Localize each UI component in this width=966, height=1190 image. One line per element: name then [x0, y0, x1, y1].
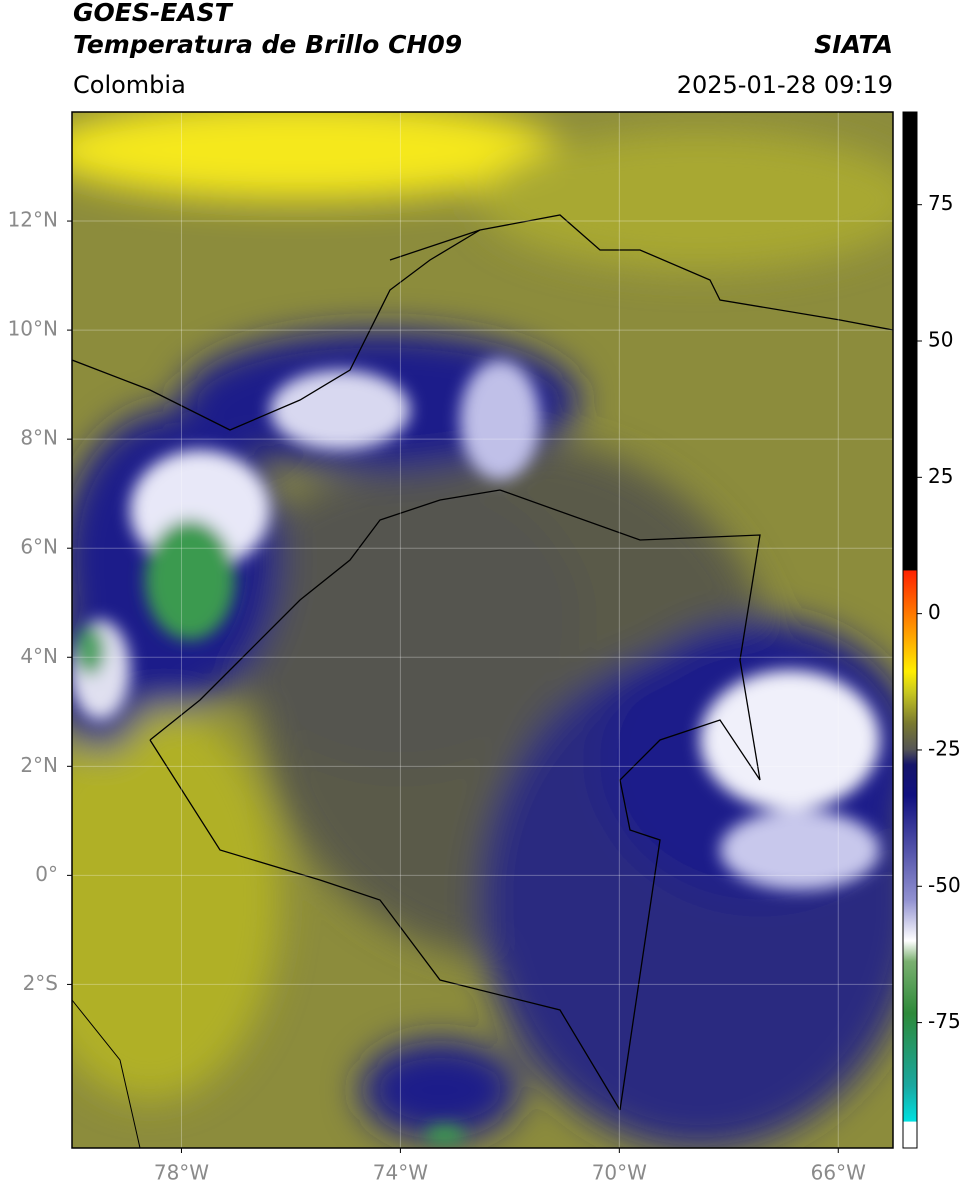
region: Colombia — [73, 71, 186, 99]
lat-tick-label: 2°N — [20, 753, 58, 777]
datetime: 2025-01-28 09:19 — [677, 71, 893, 99]
colorbar-tick-label: 50 — [928, 328, 953, 352]
lat-tick-label: 8°N — [20, 426, 58, 450]
colorbar-tick-label: -25 — [928, 736, 961, 760]
lon-tick-label: 74°W — [373, 1161, 428, 1185]
lat-tick-label: 0° — [35, 862, 58, 886]
lon-tick-label: 66°W — [811, 1161, 866, 1185]
colorbar-tick-label: -50 — [928, 873, 961, 897]
lat-tick-label: 12°N — [8, 208, 58, 232]
colorbar-tick-label: -75 — [928, 1009, 961, 1033]
lon-tick-label: 78°W — [154, 1161, 209, 1185]
lat-tick-label: 6°N — [20, 535, 58, 559]
source: SIATA — [814, 30, 893, 59]
lon-tick-label: 70°W — [592, 1161, 647, 1185]
lat-tick-label: 2°S — [23, 971, 58, 995]
lat-tick-label: 4°N — [20, 644, 58, 668]
map-frame — [71, 111, 894, 1149]
colorbar — [902, 111, 918, 1149]
colorbar-tick-label: 0 — [928, 600, 941, 624]
satellite-image — [72, 112, 893, 1148]
title: GOES-EAST — [73, 0, 234, 27]
lat-tick-label: 10°N — [8, 317, 58, 341]
subtitle: Temperatura de Brillo CH09 — [73, 30, 462, 59]
colorbar-tick-label: 75 — [928, 191, 953, 215]
colorbar-tick-label: 25 — [928, 464, 953, 488]
